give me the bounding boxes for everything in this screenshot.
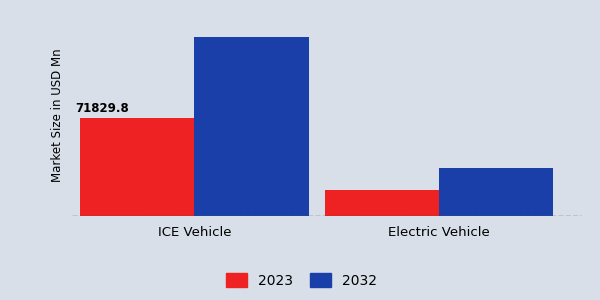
Bar [194, 37, 308, 216]
Text: 71829.8: 71829.8 [76, 102, 129, 115]
Legend: 2023, 2032: 2023, 2032 [221, 268, 382, 293]
Bar [80, 118, 194, 216]
Bar [439, 169, 553, 216]
Y-axis label: Market Size in USD Mn: Market Size in USD Mn [50, 49, 64, 182]
Bar [325, 190, 439, 216]
